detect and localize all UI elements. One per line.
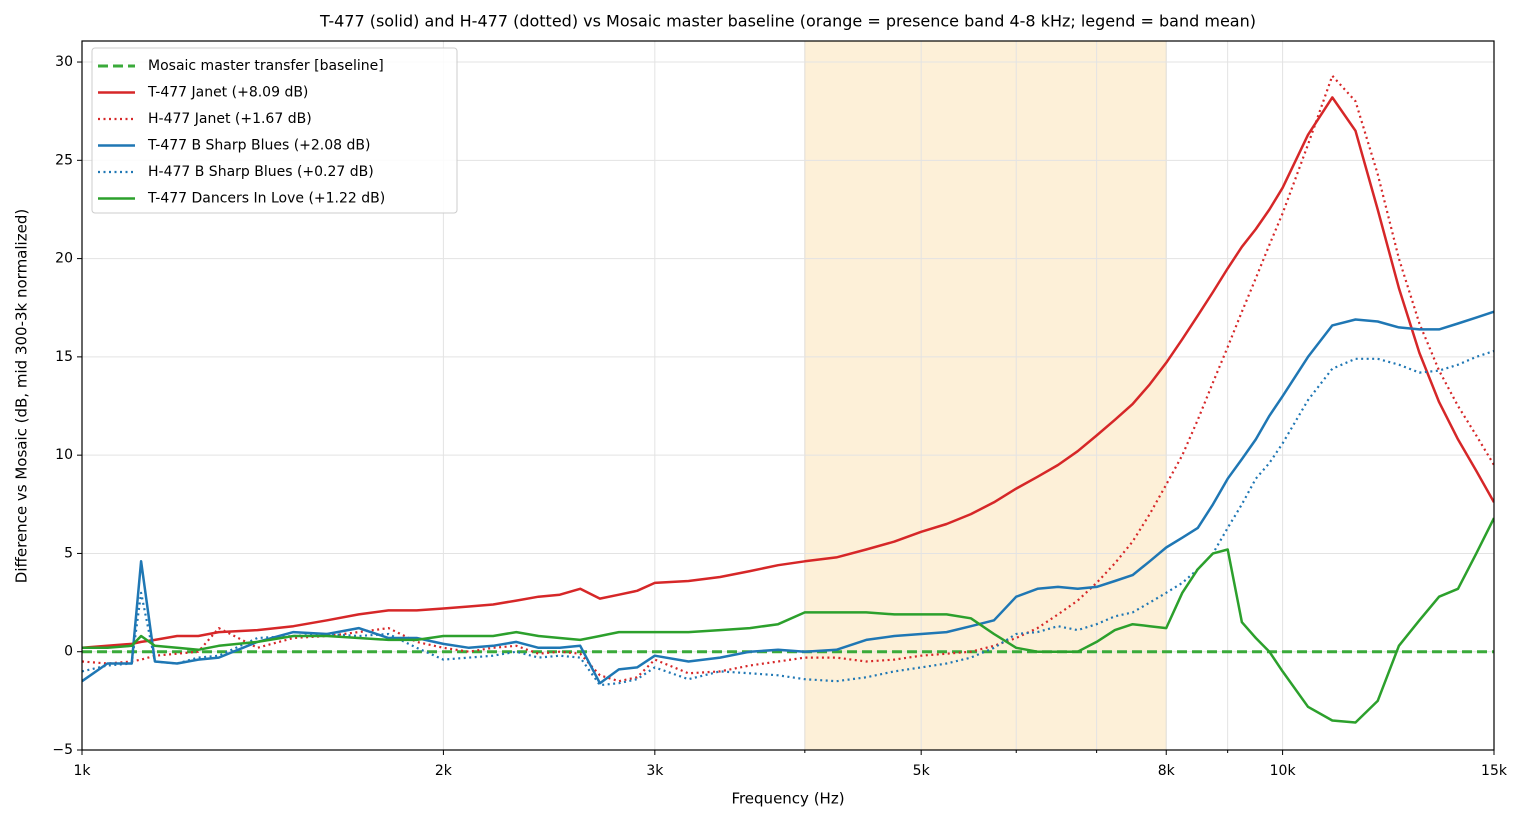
y-tick-label: −5 — [52, 742, 73, 758]
series-line — [82, 349, 1494, 687]
series-line — [82, 74, 1494, 683]
chart-title: T-477 (solid) and H-477 (dotted) vs Mosa… — [319, 12, 1256, 31]
y-tick-label: 10 — [55, 447, 73, 463]
y-tick-label: 0 — [64, 644, 73, 660]
x-tick-label: 15k — [1481, 763, 1508, 779]
legend-label: H-477 Janet (+1.67 dB) — [148, 111, 312, 127]
series-line — [82, 310, 1494, 685]
legend-label: T-477 B Sharp Blues (+2.08 dB) — [147, 138, 370, 154]
y-axis-label: Difference vs Mosaic (dB, mid 300-3k nor… — [13, 209, 31, 583]
y-tick-label: 5 — [64, 545, 73, 561]
x-tick-label: 8k — [1158, 763, 1176, 779]
y-tick-label: 25 — [55, 152, 73, 168]
legend-label: T-477 Janet (+8.09 dB) — [147, 85, 308, 101]
legend-box — [91, 47, 458, 214]
legend: Mosaic master transfer [baseline] T-477 J… — [91, 47, 458, 214]
y-tick-label: 20 — [55, 251, 73, 267]
plot-lines — [82, 74, 1494, 724]
x-tick-label: 10k — [1270, 763, 1297, 779]
x-tick-label: 3k — [646, 763, 664, 779]
plot-frame — [81, 40, 1495, 751]
x-tick-label: 1k — [73, 763, 91, 779]
x-tick-label: 5k — [913, 763, 931, 779]
legend-label: T-477 Dancers In Love (+1.22 dB) — [147, 191, 385, 207]
series-line — [82, 96, 1494, 650]
y-tick-label: 30 — [55, 54, 73, 70]
series-line — [82, 517, 1494, 724]
legend-label: Mosaic master transfer [baseline] — [148, 58, 384, 74]
y-tick-label: 15 — [55, 349, 73, 365]
x-tick-label: 2k — [435, 763, 453, 779]
presence-band — [804, 41, 1167, 750]
legend-label: H-477 B Sharp Blues (+0.27 dB) — [148, 164, 374, 180]
x-axis-label: Frequency (Hz) — [731, 790, 844, 808]
